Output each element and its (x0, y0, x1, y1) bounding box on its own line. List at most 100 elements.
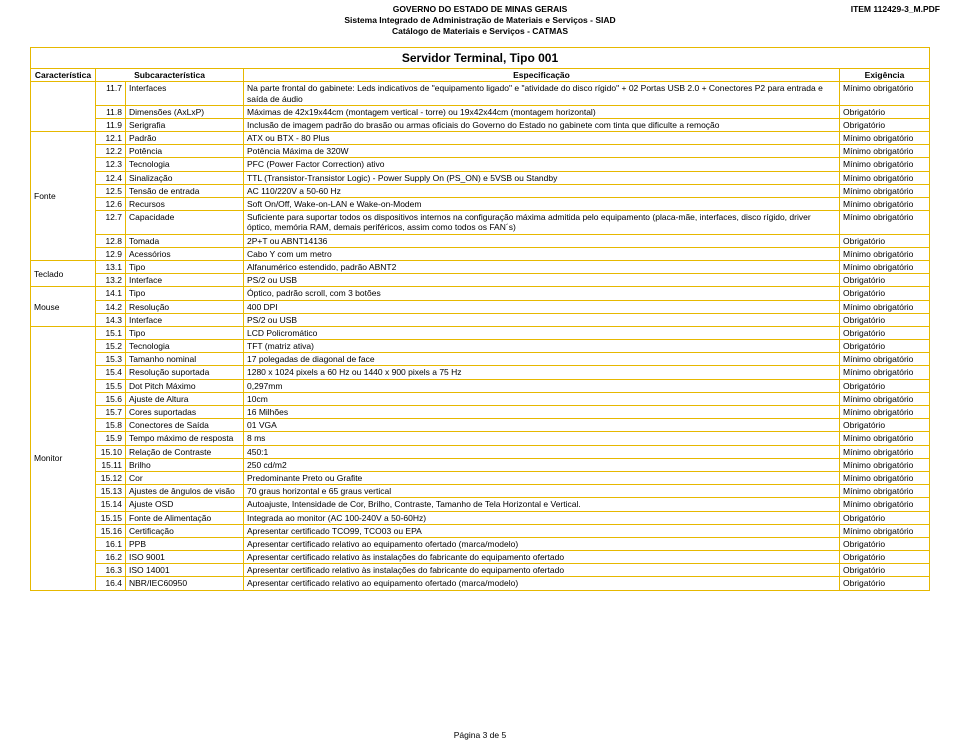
cell-exigencia: Obrigatório (840, 419, 930, 432)
cell-especificacao: Alfanumérico estendido, padrão ABNT2 (244, 260, 840, 273)
cell-exigencia: Mínimo obrigatório (840, 445, 930, 458)
cell-subcaracteristica: Tempo máximo de resposta (126, 432, 244, 445)
cell-number: 15.11 (96, 458, 126, 471)
cell-number: 12.6 (96, 198, 126, 211)
cell-number: 12.9 (96, 247, 126, 260)
cell-especificacao: Apresentar certificado relativo ao equip… (244, 577, 840, 590)
cell-especificacao: 1280 x 1024 pixels a 60 Hz ou 1440 x 900… (244, 366, 840, 379)
cell-subcaracteristica: Dimensões (AxLxP) (126, 105, 244, 118)
cell-number: 16.4 (96, 577, 126, 590)
cell-number: 15.13 (96, 485, 126, 498)
table-row: Mouse14.1TipoÓptico, padrão scroll, com … (31, 287, 930, 300)
cell-especificacao: 400 DPI (244, 300, 840, 313)
th-caracteristica: Característica (31, 69, 96, 82)
cell-subcaracteristica: Cor (126, 471, 244, 484)
cell-number: 15.15 (96, 511, 126, 524)
table-row: 11.7InterfacesNa parte frontal do gabine… (31, 82, 930, 105)
cell-subcaracteristica: Interface (126, 274, 244, 287)
cell-exigencia: Obrigatório (840, 577, 930, 590)
cell-exigencia: Mínimo obrigatório (840, 247, 930, 260)
table-row: 15.15Fonte de AlimentaçãoIntegrada ao mo… (31, 511, 930, 524)
cell-number: 12.1 (96, 132, 126, 145)
cell-number: 15.12 (96, 471, 126, 484)
cell-especificacao: 2P+T ou ABNT14136 (244, 234, 840, 247)
cell-number: 15.1 (96, 326, 126, 339)
cell-exigencia: Mínimo obrigatório (840, 158, 930, 171)
cell-subcaracteristica: Tipo (126, 326, 244, 339)
cell-exigencia: Obrigatório (840, 551, 930, 564)
page-footer: Página 3 de 5 (0, 730, 960, 740)
table-row: 15.13Ajustes de ângulos de visão70 graus… (31, 485, 930, 498)
th-subcaracteristica: Subcaracterística (96, 69, 244, 82)
table-row: 16.3ISO 14001Apresentar certificado rela… (31, 564, 930, 577)
spec-table: Característica Subcaracterística Especif… (30, 68, 930, 591)
cell-number: 12.4 (96, 171, 126, 184)
cell-exigencia: Obrigatório (840, 274, 930, 287)
cell-number: 13.2 (96, 274, 126, 287)
cell-especificacao: 01 VGA (244, 419, 840, 432)
cell-subcaracteristica: Recursos (126, 198, 244, 211)
table-row: 15.14Ajuste OSDAutoajuste, Intensidade d… (31, 498, 930, 511)
cell-number: 15.9 (96, 432, 126, 445)
cell-number: 12.2 (96, 145, 126, 158)
cell-especificacao: Cabo Y com um metro (244, 247, 840, 260)
table-row: 16.1PPBApresentar certificado relativo a… (31, 537, 930, 550)
cell-especificacao: Potência Máxima de 320W (244, 145, 840, 158)
header-line-1: GOVERNO DO ESTADO DE MINAS GERAIS (0, 4, 960, 15)
cell-number: 15.14 (96, 498, 126, 511)
cell-caracteristica: Teclado (31, 260, 96, 286)
cell-exigencia: Mínimo obrigatório (840, 184, 930, 197)
cell-subcaracteristica: Ajuste de Altura (126, 392, 244, 405)
cell-number: 12.5 (96, 184, 126, 197)
table-row: 15.6Ajuste de Altura10cmMínimo obrigatór… (31, 392, 930, 405)
table-row: 16.2ISO 9001Apresentar certificado relat… (31, 551, 930, 564)
cell-exigencia: Mínimo obrigatório (840, 458, 930, 471)
table-row: 15.10Relação de Contraste450:1Mínimo obr… (31, 445, 930, 458)
table-row: 15.4Resolução suportada1280 x 1024 pixel… (31, 366, 930, 379)
table-row: 11.9SerigrafiaInclusão de imagem padrão … (31, 118, 930, 131)
cell-especificacao: 17 polegadas de diagonal de face (244, 353, 840, 366)
cell-especificacao: Suficiente para suportar todos os dispos… (244, 211, 840, 234)
table-row: 12.4SinalizaçãoTTL (Transistor-Transisto… (31, 171, 930, 184)
cell-subcaracteristica: Tecnologia (126, 340, 244, 353)
cell-exigencia: Mínimo obrigatório (840, 198, 930, 211)
cell-exigencia: Mínimo obrigatório (840, 171, 930, 184)
cell-especificacao: Na parte frontal do gabinete: Leds indic… (244, 82, 840, 105)
cell-especificacao: TFT (matriz ativa) (244, 340, 840, 353)
cell-exigencia: Mínimo obrigatório (840, 406, 930, 419)
cell-exigencia: Mínimo obrigatório (840, 392, 930, 405)
table-row: 12.5Tensão de entradaAC 110/220V a 50-60… (31, 184, 930, 197)
cell-subcaracteristica: Tipo (126, 260, 244, 273)
table-row: 15.16CertificaçãoApresentar certificado … (31, 524, 930, 537)
cell-especificacao: 16 Milhões (244, 406, 840, 419)
cell-exigencia: Obrigatório (840, 379, 930, 392)
cell-especificacao: TTL (Transistor-Transistor Logic) - Powe… (244, 171, 840, 184)
cell-number: 15.10 (96, 445, 126, 458)
cell-subcaracteristica: Tensão de entrada (126, 184, 244, 197)
cell-exigencia: Mínimo obrigatório (840, 471, 930, 484)
table-row: 15.11Brilho250 cd/m2Mínimo obrigatório (31, 458, 930, 471)
cell-exigencia: Mínimo obrigatório (840, 432, 930, 445)
cell-caracteristica (31, 82, 96, 132)
cell-subcaracteristica: Sinalização (126, 171, 244, 184)
table-row: 14.3InterfacePS/2 ou USBObrigatório (31, 313, 930, 326)
table-row: 12.3TecnologiaPFC (Power Factor Correcti… (31, 158, 930, 171)
table-row: 15.2TecnologiaTFT (matriz ativa)Obrigató… (31, 340, 930, 353)
cell-subcaracteristica: Conectores de Saída (126, 419, 244, 432)
table-row: 11.8Dimensões (AxLxP)Máximas de 42x19x44… (31, 105, 930, 118)
table-row: Teclado13.1TipoAlfanumérico estendido, p… (31, 260, 930, 273)
cell-especificacao: 10cm (244, 392, 840, 405)
cell-number: 15.8 (96, 419, 126, 432)
cell-especificacao: PS/2 ou USB (244, 274, 840, 287)
table-row: 15.7Cores suportadas16 MilhõesMínimo obr… (31, 406, 930, 419)
cell-subcaracteristica: Certificação (126, 524, 244, 537)
cell-especificacao: 70 graus horizontal e 65 graus vertical (244, 485, 840, 498)
cell-subcaracteristica: PPB (126, 537, 244, 550)
cell-subcaracteristica: Tomada (126, 234, 244, 247)
cell-exigencia: Obrigatório (840, 313, 930, 326)
cell-especificacao: PFC (Power Factor Correction) ativo (244, 158, 840, 171)
cell-subcaracteristica: NBR/IEC60950 (126, 577, 244, 590)
header-item-ref: ITEM 112429-3_M.PDF (851, 4, 940, 14)
table-row: 15.5Dot Pitch Máximo0,297mmObrigatório (31, 379, 930, 392)
cell-especificacao: Apresentar certificado relativo às insta… (244, 551, 840, 564)
